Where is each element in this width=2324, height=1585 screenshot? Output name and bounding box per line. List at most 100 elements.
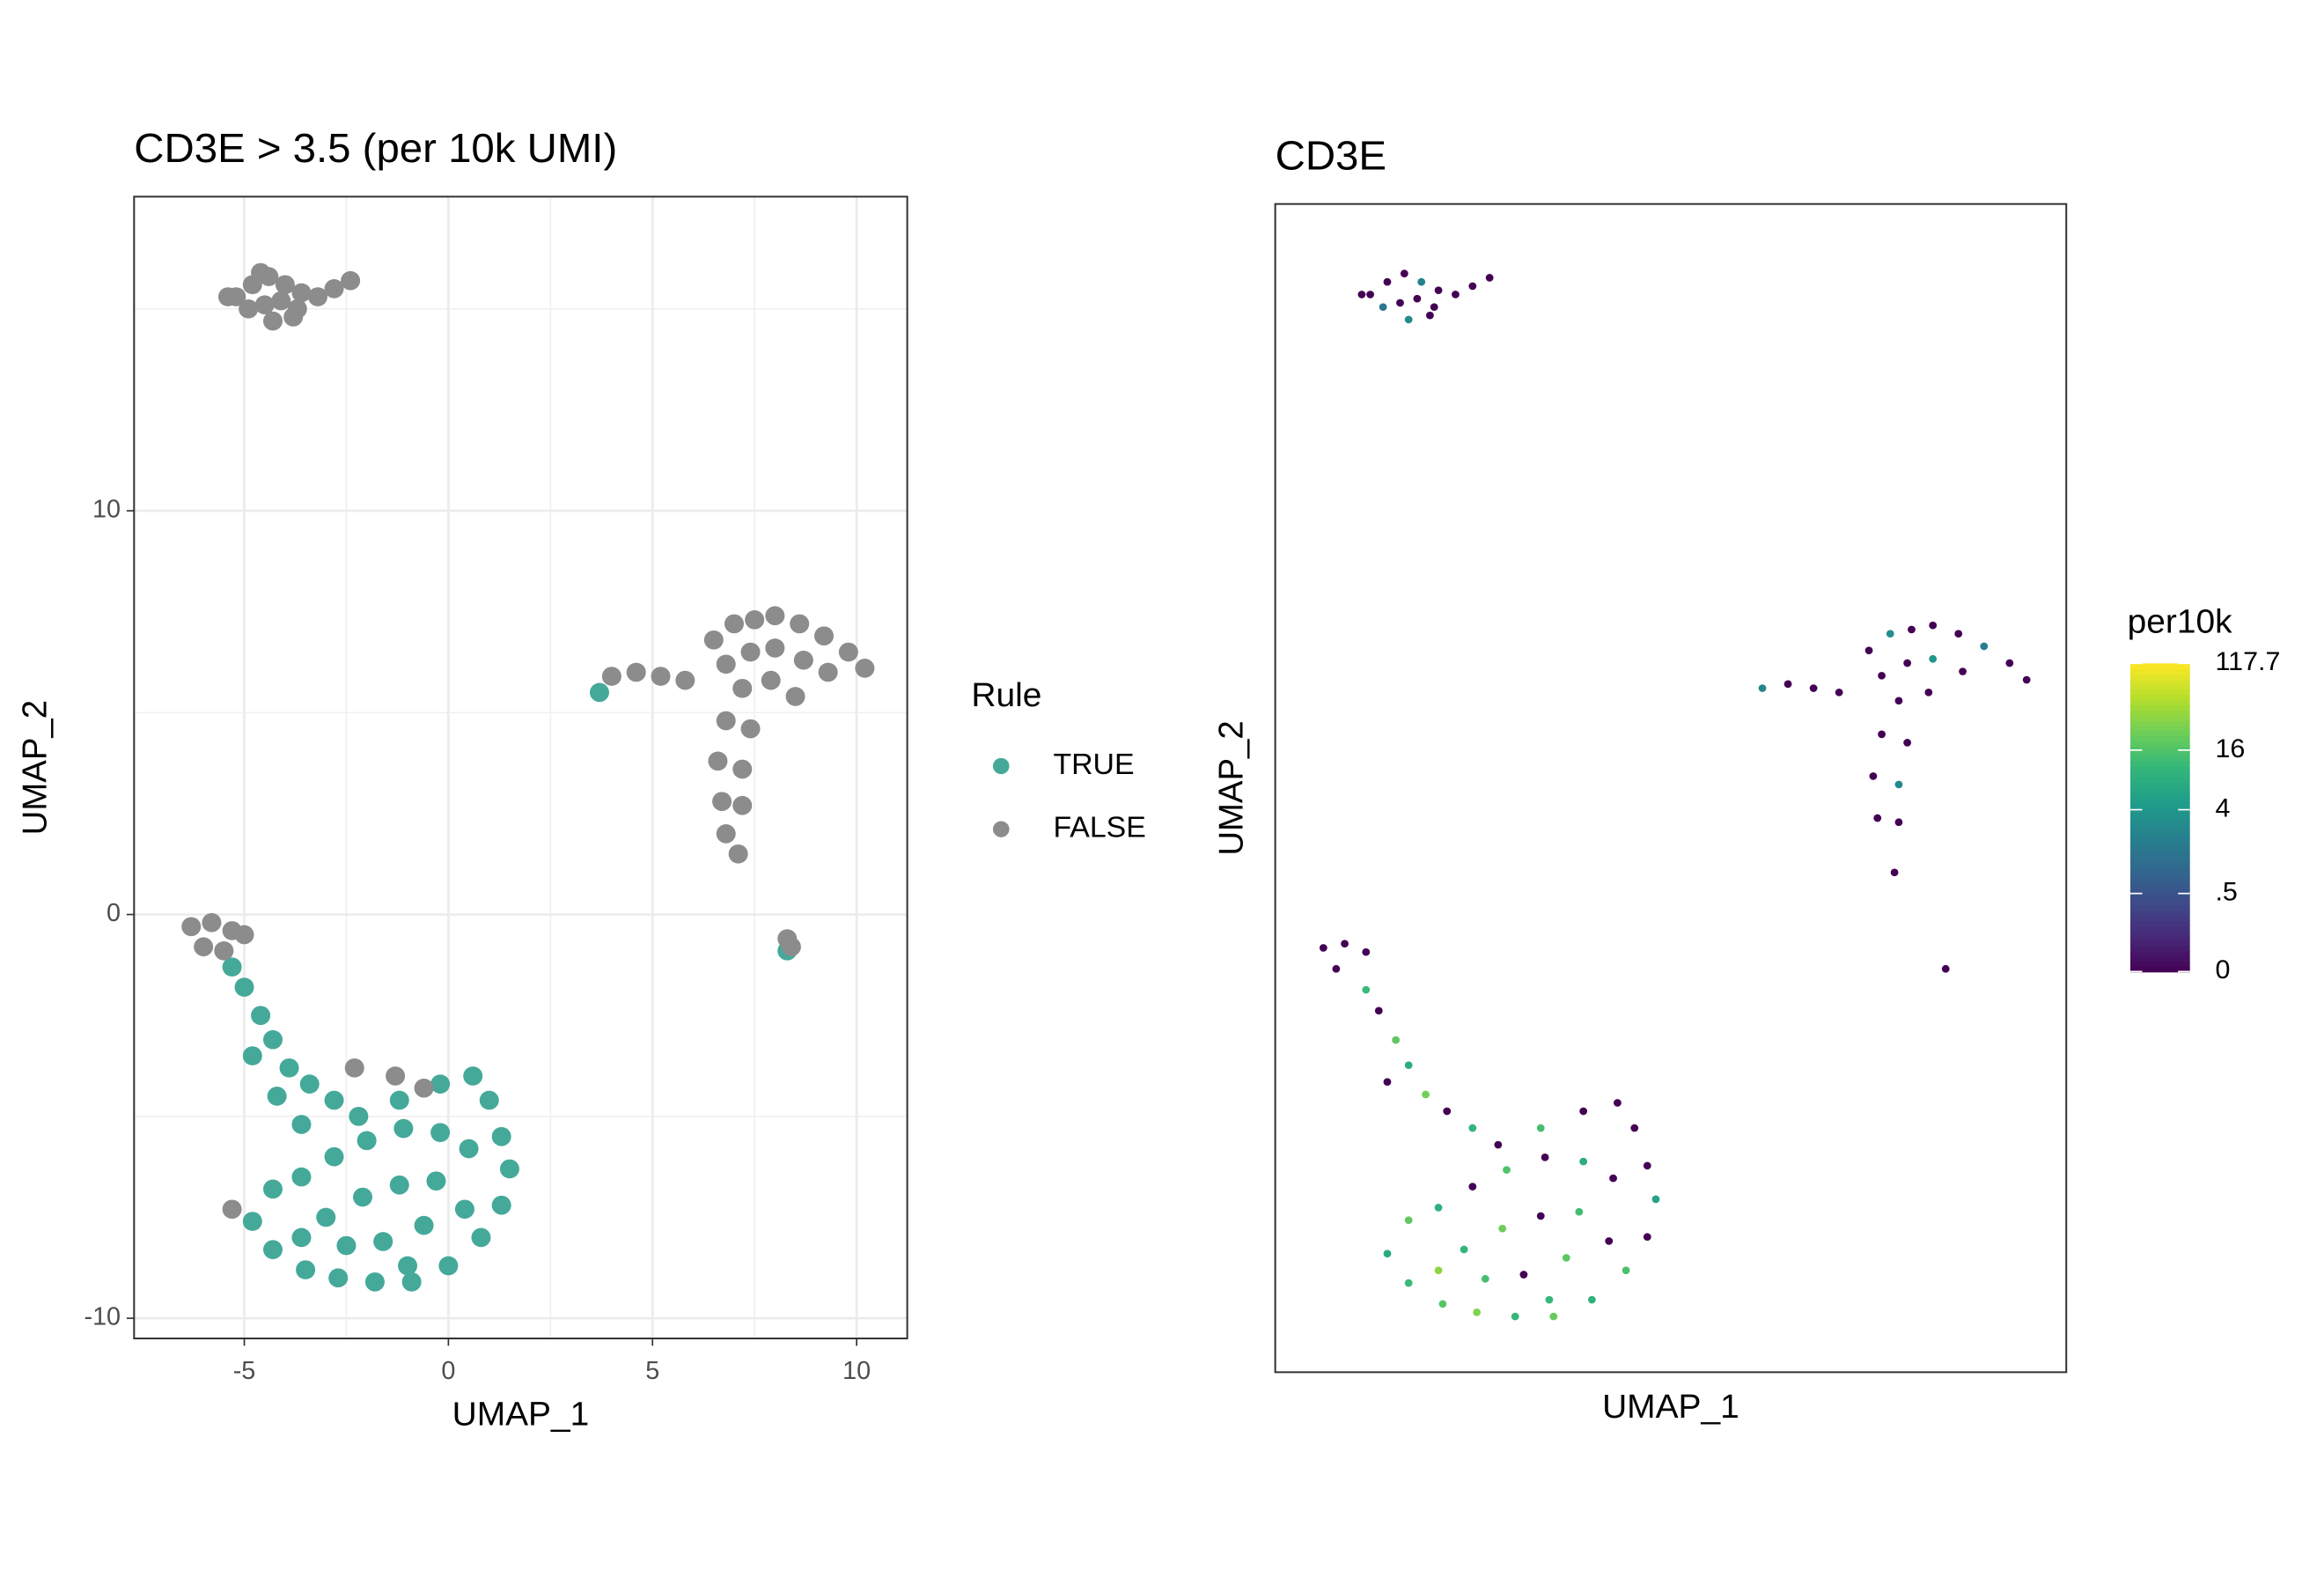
point: [1383, 1078, 1392, 1087]
colorbar-segment: [2130, 714, 2190, 721]
point: [1903, 739, 1912, 747]
point: [254, 295, 275, 315]
point: [818, 662, 838, 682]
point: [324, 1146, 344, 1167]
colorbar-segment: [2130, 704, 2190, 711]
point: [1404, 1279, 1413, 1287]
point: [414, 1078, 434, 1098]
point: [344, 1058, 364, 1078]
point: [732, 759, 753, 779]
point: [728, 844, 748, 864]
point: [242, 1046, 262, 1065]
panel-border: [133, 195, 908, 1339]
point: [296, 1260, 316, 1279]
point: [838, 642, 858, 662]
point: [1468, 1124, 1477, 1132]
point: [181, 917, 202, 937]
colorbar-segment: [2130, 832, 2190, 839]
point: [1980, 642, 1989, 651]
colorbar-segment: [2130, 699, 2190, 705]
point: [716, 711, 736, 731]
colorbar-segment: [2130, 683, 2190, 690]
point: [234, 977, 254, 997]
colorbar-segment: [2130, 668, 2190, 675]
point: [1341, 940, 1349, 948]
point: [1332, 964, 1341, 973]
point: [1362, 985, 1371, 994]
point: [1366, 291, 1374, 299]
point: [626, 662, 646, 682]
point: [217, 287, 238, 306]
colorbar-segment: [2130, 756, 2190, 763]
point: [1379, 303, 1387, 312]
point: [1319, 944, 1327, 952]
point: [708, 751, 728, 771]
point: [1630, 1124, 1639, 1132]
y-tick-label: 10: [92, 496, 121, 524]
point: [1473, 1308, 1482, 1316]
colorbar-segment: [2130, 879, 2190, 886]
point: [328, 1268, 349, 1288]
point: [1894, 780, 1903, 789]
colorbar-segment: [2130, 920, 2190, 926]
point: [1422, 1090, 1430, 1099]
colorbar-label: 0: [2215, 955, 2230, 984]
x-axis-title: UMAP_1: [452, 1396, 590, 1434]
colorbar-label: .5: [2215, 878, 2237, 907]
point: [393, 1118, 414, 1139]
colorbar-segment: [2130, 730, 2190, 736]
point: [222, 1199, 242, 1220]
point: [601, 667, 621, 686]
point: [373, 1232, 393, 1251]
point: [291, 1115, 312, 1134]
colorbar-segment: [2130, 899, 2190, 906]
point: [1430, 303, 1438, 312]
point: [279, 1058, 299, 1078]
colorbar-segment: [2130, 709, 2190, 716]
point: [357, 1131, 377, 1151]
point: [262, 1029, 283, 1050]
colorbar-segment: [2130, 719, 2190, 726]
point: [1545, 1295, 1554, 1304]
colorbar-label: 4: [2215, 794, 2230, 823]
point: [1894, 697, 1903, 705]
point: [491, 1195, 511, 1215]
point: [389, 1090, 409, 1110]
colorbar-label: 117.7: [2215, 647, 2280, 676]
colorbar-segment: [2130, 910, 2190, 917]
colorbar-segment: [2130, 735, 2190, 741]
colorbar-segment: [2130, 725, 2190, 732]
chart-title: CD3E: [1276, 132, 1386, 179]
point: [1959, 667, 1967, 675]
point: [291, 283, 312, 303]
point: [1941, 964, 1950, 973]
point: [1614, 1099, 1622, 1107]
point: [1481, 1274, 1489, 1283]
legend-label: TRUE: [1053, 748, 1134, 781]
colorbar-segment: [2130, 807, 2190, 814]
point: [1383, 277, 1392, 286]
panel-border: [1274, 203, 2068, 1374]
legend-key: [992, 757, 1010, 775]
point: [1890, 868, 1899, 877]
point: [1878, 730, 1886, 739]
point: [463, 1066, 483, 1086]
point: [745, 610, 765, 630]
point: [765, 638, 785, 658]
point: [352, 1187, 372, 1207]
point: [793, 650, 813, 670]
legend-label: FALSE: [1053, 812, 1145, 844]
colorbar-segment: [2130, 874, 2190, 881]
colorbar-segment: [2130, 750, 2190, 757]
point: [1438, 1300, 1447, 1309]
colorbar-segment: [2130, 843, 2190, 850]
colorbar-segment: [2130, 853, 2190, 859]
point: [1894, 818, 1903, 827]
point: [1651, 1195, 1660, 1204]
point: [1404, 1216, 1413, 1224]
colorbar-segment: [2130, 812, 2190, 819]
colorbar-segment: [2130, 859, 2190, 865]
point: [479, 1090, 499, 1110]
x-tick-label: 5: [645, 1357, 659, 1385]
